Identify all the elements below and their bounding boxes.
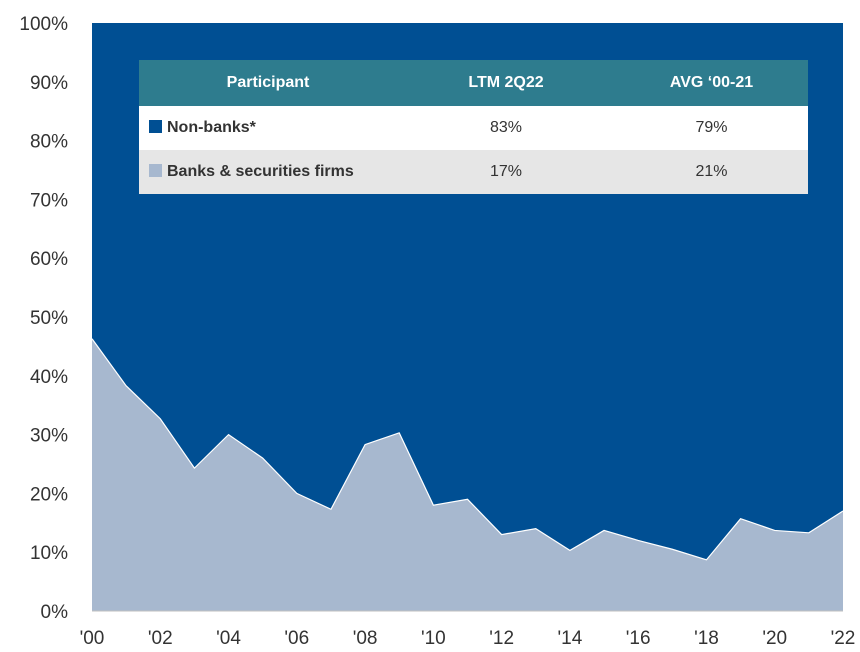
participant-name: Banks & securities firms — [167, 163, 354, 180]
header-participant: Participant — [139, 60, 397, 106]
series-boundary-line — [91, 338, 844, 561]
x-tick-label: '02 — [148, 628, 173, 649]
header-avg: AVG ‘00-21 — [615, 60, 808, 106]
legend-swatch-banks — [149, 164, 162, 177]
x-tick-label: '06 — [284, 628, 309, 649]
participant-cell: Banks & securities firms — [139, 150, 397, 194]
participant-name: Non-banks* — [167, 119, 256, 136]
y-tick-label: 100% — [19, 14, 68, 35]
ltm-value: 83% — [397, 106, 615, 150]
avg-value: 79% — [615, 106, 808, 150]
y-tick-label: 60% — [30, 249, 68, 270]
avg-value: 21% — [615, 150, 808, 194]
y-tick-label: 50% — [30, 308, 68, 329]
table-row-non-banks: Non-banks* 83% 79% — [139, 106, 808, 150]
x-tick-label: '16 — [626, 628, 651, 649]
y-tick-label: 80% — [30, 132, 68, 153]
y-tick-label: 0% — [41, 602, 69, 623]
x-tick-label: '04 — [216, 628, 241, 649]
table-header-row: Participant LTM 2Q22 AVG ‘00-21 — [139, 60, 808, 106]
x-tick-label: '22 — [831, 628, 856, 649]
legend-swatch-non-banks — [149, 120, 162, 133]
y-axis-tick-labels: 0% 10% 20% 30% 40% 50% 60% 70% 80% 90% 100% — [19, 14, 68, 623]
participant-cell: Non-banks* — [139, 106, 397, 150]
x-tick-label: '08 — [353, 628, 378, 649]
x-tick-label: '20 — [762, 628, 787, 649]
y-tick-label: 70% — [30, 190, 68, 211]
x-tick-label: '14 — [558, 628, 583, 649]
x-tick-label: '00 — [80, 628, 105, 649]
ltm-value: 17% — [397, 150, 615, 194]
x-tick-label: '10 — [421, 628, 446, 649]
area-banks — [92, 338, 843, 611]
y-tick-label: 10% — [30, 543, 68, 564]
y-tick-label: 90% — [30, 73, 68, 94]
x-axis-tick-labels: '00 '02 '04 '06 '08 '10 '12 '14 '16 '18 '20 '22 — [80, 628, 856, 649]
legend-table: Participant LTM 2Q22 AVG ‘00-21 Non-bank… — [139, 60, 808, 194]
y-tick-label: 20% — [30, 484, 68, 505]
y-tick-label: 40% — [30, 367, 68, 388]
x-tick-label: '12 — [489, 628, 514, 649]
x-tick-label: '18 — [694, 628, 719, 649]
y-tick-label: 30% — [30, 426, 68, 447]
table-row-banks: Banks & securities firms 17% 21% — [139, 150, 808, 194]
header-ltm: LTM 2Q22 — [397, 60, 615, 106]
